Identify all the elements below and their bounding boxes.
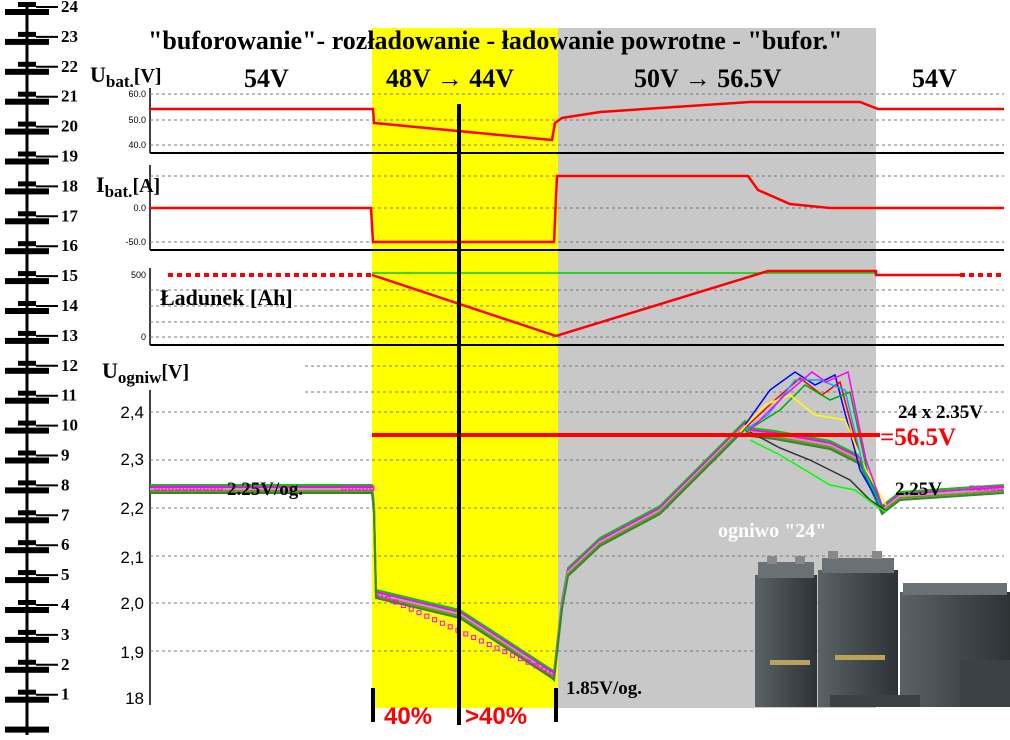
stack-cell-number: 24: [61, 0, 79, 16]
stack-cell-number: 12: [61, 356, 78, 375]
cells-tick: 18: [125, 689, 144, 708]
ibat-trace: [150, 174, 1004, 244]
cells-tick: 2,1: [120, 548, 144, 567]
discharge-band: [372, 28, 558, 708]
stack-cell-number: 14: [61, 296, 79, 315]
voltage-buffer-left: 54V: [244, 64, 289, 93]
percent-first: 40%: [384, 703, 432, 730]
stack-cell-number: 2: [61, 655, 70, 674]
charge-tick: 500: [131, 270, 146, 280]
header-phases: "buforowanie"- rozładowanie - ładowanie …: [148, 26, 843, 55]
stack-cell-number: 19: [61, 147, 78, 166]
stack-cell-number: 22: [61, 57, 78, 76]
ibat-label: Ibat.[A]: [96, 172, 160, 201]
phase-buffer-label: "buforowanie": [148, 26, 317, 55]
cells-tick: 2,0: [120, 594, 144, 613]
stack-cell-number: 18: [61, 176, 78, 195]
stack-cell-number: 17: [61, 206, 79, 225]
charge-trace: [371, 269, 960, 338]
cells-tick: 2,2: [120, 499, 144, 518]
stack-cell-number: 23: [61, 27, 78, 46]
voltage-discharge: 48V → 44V: [386, 64, 514, 93]
ubat-label: Ubat.[V]: [90, 62, 162, 91]
panel-ibat: Ibat.[A] 0.0 -50.0: [96, 165, 1004, 251]
stack-cell-number: 1: [61, 685, 70, 704]
phase-discharge-label: rozładowanie: [332, 26, 480, 55]
percent-second: >40%: [465, 703, 527, 730]
cells-tick: 2,4: [120, 403, 144, 422]
stack-cell-number: 21: [61, 87, 78, 106]
stack-cell-number: 3: [61, 625, 70, 644]
stack-cell-number: 5: [61, 565, 70, 584]
phase-buffer-short-label: "bufor.": [747, 26, 842, 55]
charge-tick: 0: [141, 332, 146, 342]
cell-voltage-right: 2.25V: [895, 479, 942, 500]
cell-24-label: ogniwo "24": [718, 520, 826, 542]
ibat-tick: 0.0: [133, 203, 146, 213]
cells-label: Uogniw[V]: [102, 358, 189, 387]
cell-voltage-left: 2.25V/og.: [227, 479, 303, 500]
header-separator: -: [317, 26, 332, 55]
ubat-tick: 40.0: [128, 140, 146, 150]
stack-cell-number: 8: [61, 475, 70, 494]
stack-cell-number: 9: [61, 446, 70, 465]
panel-charge: 500 0 Ładunek [Ah]: [131, 268, 1004, 346]
result-label: =56.5V: [880, 424, 956, 451]
battery-photo: [755, 551, 1010, 707]
stack-cell-number: 20: [61, 117, 78, 136]
phase-recharge-label: - ładowanie powrotne -: [480, 26, 747, 55]
cells-tick: 1,9: [120, 643, 144, 662]
stack-cell-number: 11: [61, 386, 77, 405]
ibat-tick: -50.0: [125, 237, 146, 247]
stack-cell-number: 13: [61, 326, 78, 345]
charge-label: Ładunek [Ah]: [160, 285, 293, 310]
stack-cell-number: 15: [61, 266, 78, 285]
ubat-trace: [150, 100, 1004, 142]
stack-cell-number: 6: [61, 535, 70, 554]
panel-cells: Uogniw[V] 2,4 2,3 2,2 2,1 2,0 1,9 18: [102, 358, 1005, 708]
stack-cell-number: 4: [61, 595, 70, 614]
cells-tick: 2,3: [120, 450, 144, 469]
ubat-tick: 50.0: [128, 115, 146, 125]
cell-voltage-min: 1.85V/og.: [566, 678, 642, 699]
voltage-buffer-right: 54V: [912, 64, 957, 93]
ubat-tick: 60.0: [128, 89, 146, 99]
formula-label: 24 x 2.35V: [898, 402, 983, 423]
stack-cell-number: 16: [61, 236, 78, 255]
stack-cell-number: 7: [61, 505, 70, 524]
stack-cell-number: 10: [61, 416, 78, 435]
panel-ubat: Ubat.[V] 60.0 50.0 40.0: [90, 62, 1004, 154]
voltage-recharge: 50V → 56.5V: [634, 64, 782, 93]
